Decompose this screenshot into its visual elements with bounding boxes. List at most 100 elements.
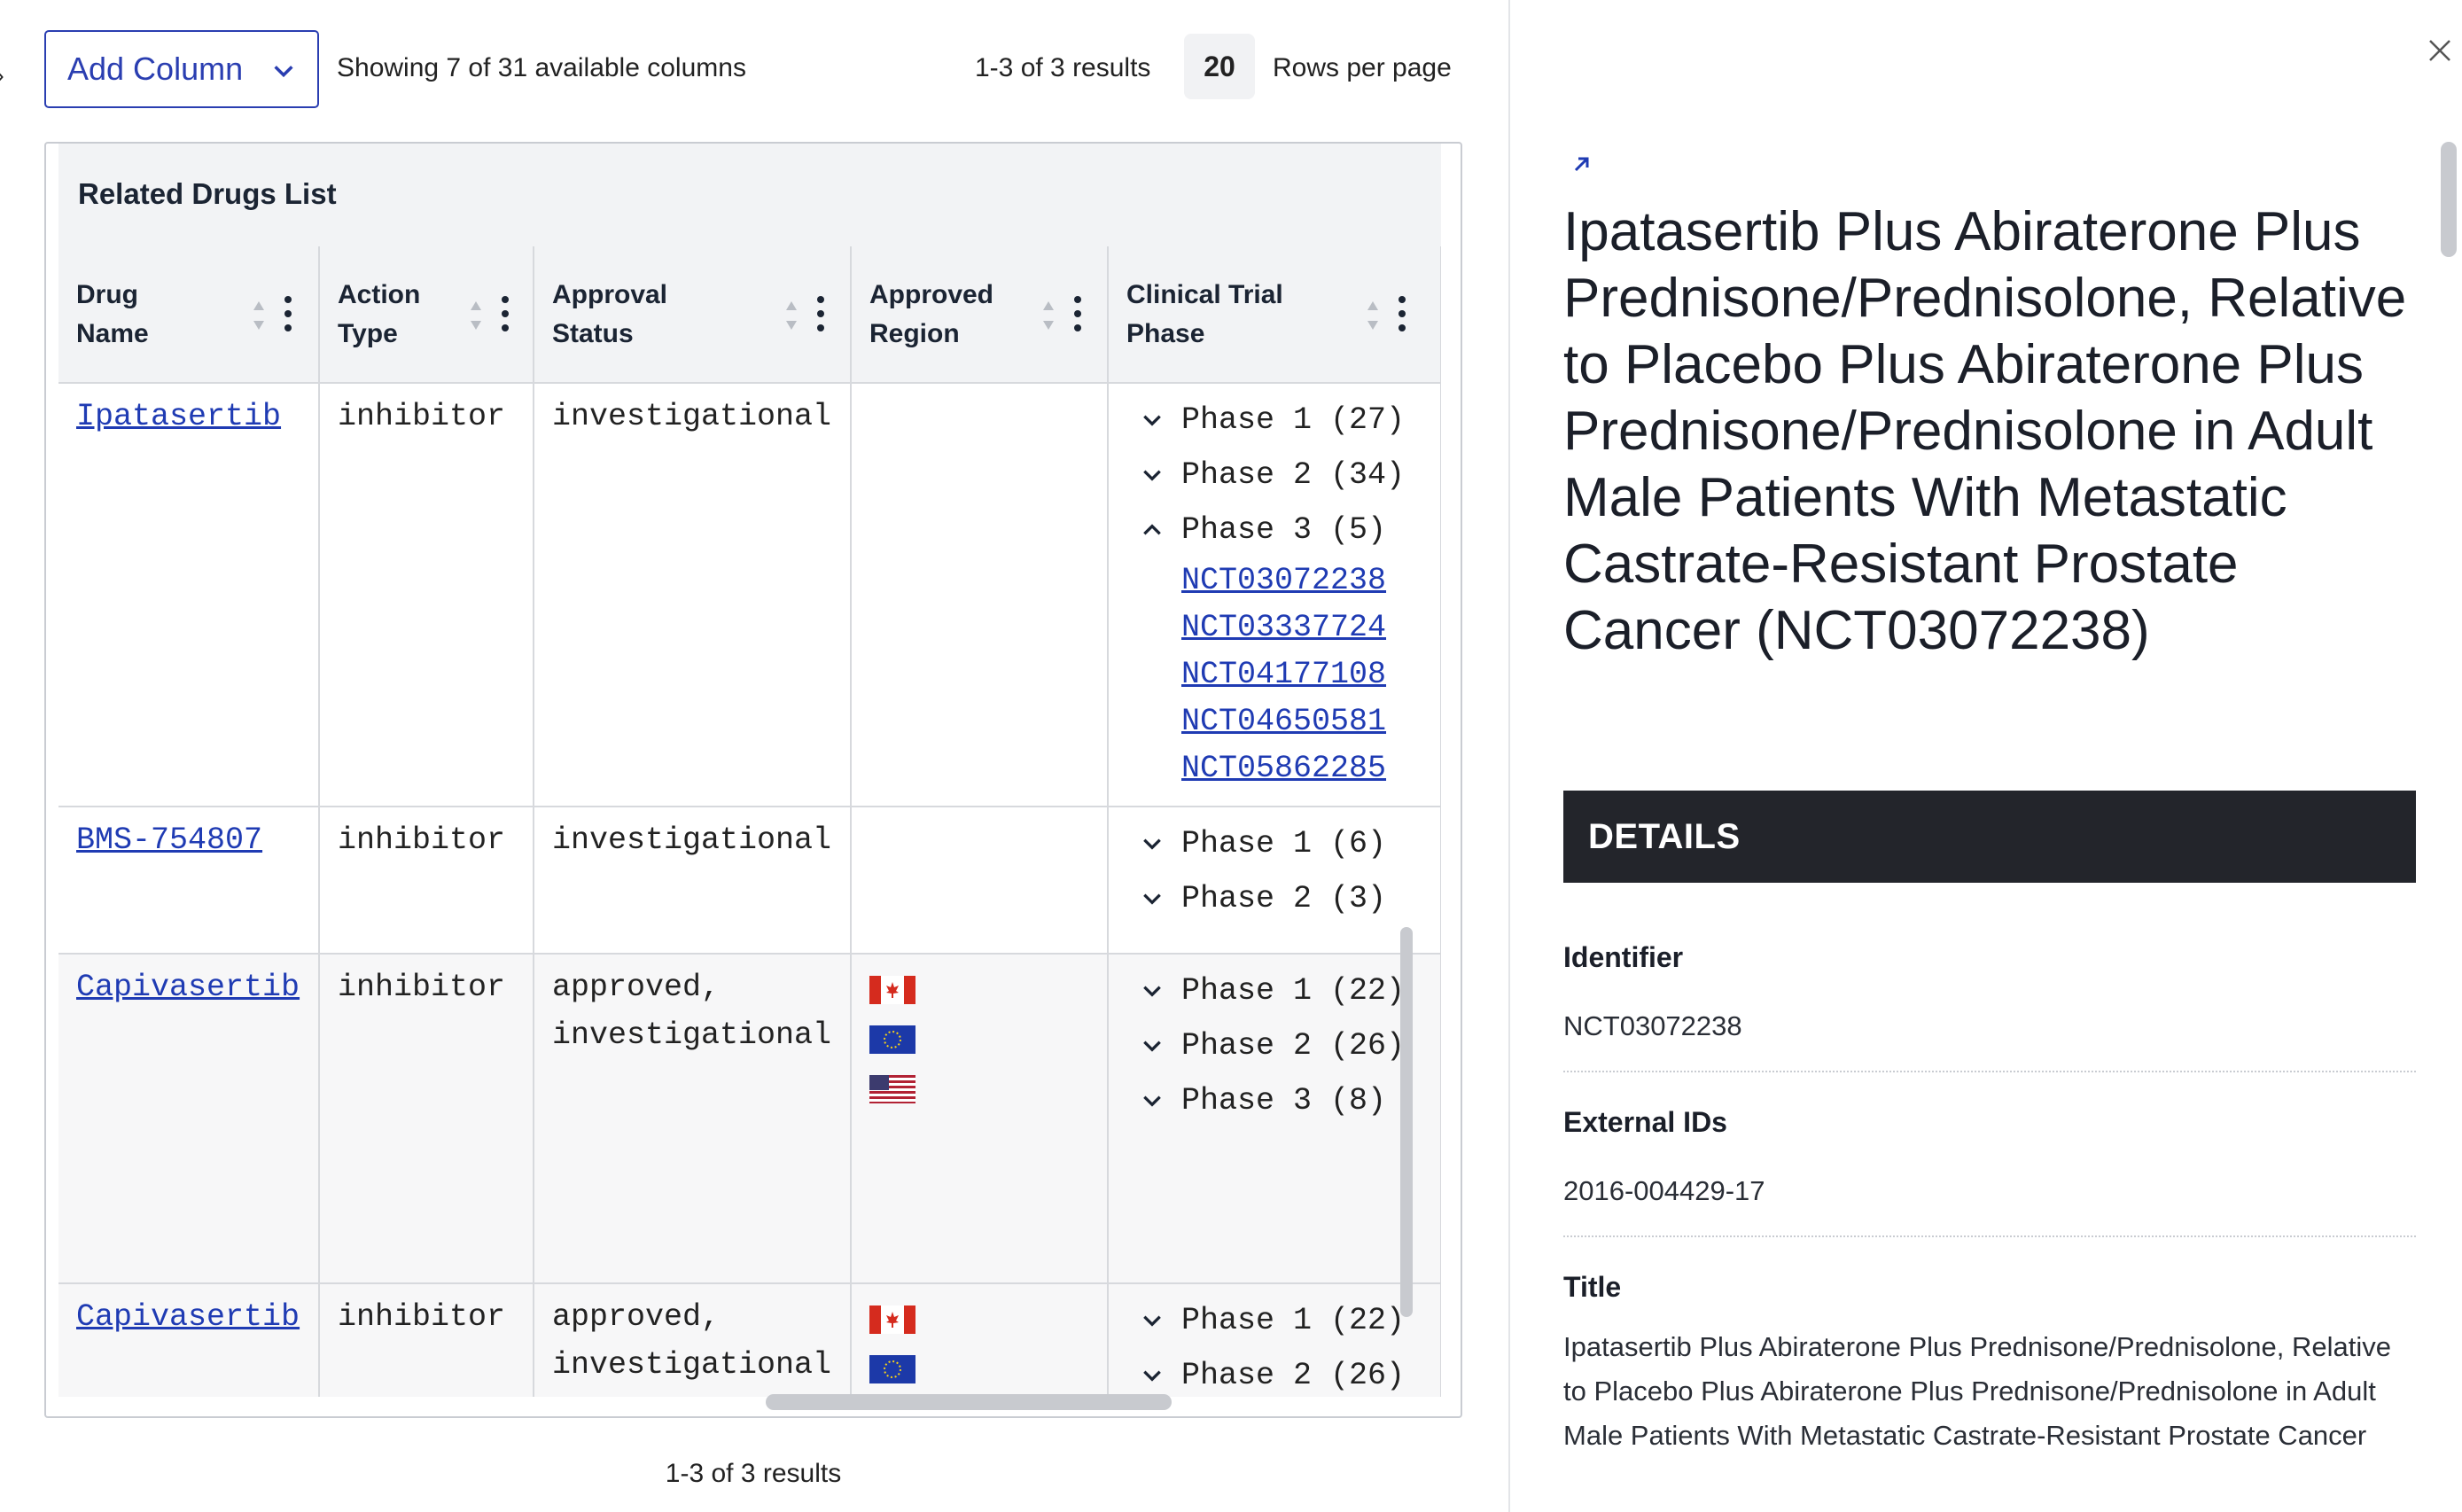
trial-detail-panel [1510, 0, 2462, 1512]
chevron-down-icon [1143, 1040, 1161, 1052]
action-type-cell: inhibitor [319, 383, 534, 807]
chevron-up-icon [1143, 524, 1161, 535]
approved-region-cell [851, 1283, 1109, 1397]
action-type-cell: inhibitor [319, 1283, 534, 1397]
phase-toggle[interactable]: Phase 1 (27) [1126, 393, 1440, 448]
field-divider [1563, 1235, 2416, 1237]
field-divider [1563, 1071, 2416, 1072]
header-label: Drug [76, 279, 138, 309]
drugs-table-container: Related Drugs List Drug Name Action [44, 142, 1462, 1418]
field-value: 2016-004429-17 [1563, 1175, 1765, 1206]
sort-icon[interactable] [784, 298, 799, 333]
phase-label: Phase 2 (3) [1181, 881, 1387, 916]
chevron-down-icon [1143, 838, 1161, 850]
add-column-button[interactable]: Add Column [44, 30, 319, 108]
nct-link[interactable]: NCT05862285 [1181, 751, 1387, 786]
table-row: Capivasertib inhibitor approved, investi… [58, 954, 1441, 1284]
header-label: Clinical Trial [1126, 279, 1283, 309]
column-menu-icon[interactable] [1073, 294, 1082, 333]
column-menu-icon[interactable] [816, 294, 825, 333]
phase-label: Phase 3 (5) [1181, 512, 1387, 548]
phase-toggle[interactable]: Phase 1 (6) [1126, 816, 1440, 871]
approval-status-text: investigational [552, 1017, 832, 1053]
phase-toggle[interactable]: Phase 1 (22) [1126, 963, 1440, 1018]
phase-label: Phase 1 (22) [1181, 973, 1406, 1009]
header-label: Approval [552, 279, 668, 309]
column-menu-icon[interactable] [501, 294, 510, 333]
drug-name-cell: Capivasertib [58, 954, 320, 1284]
table-row: BMS-754807 inhibitor investigational Pha… [58, 807, 1441, 955]
approval-status-cell: investigational [534, 807, 852, 955]
phase-toggle[interactable]: Phase 2 (26) [1126, 1018, 1440, 1073]
drug-name-cell: Capivasertib [58, 1283, 320, 1397]
clinical-trial-phase-cell: Phase 1 (6) Phase 2 (3) [1108, 807, 1441, 955]
approval-status-cell: approved, investigational [534, 954, 852, 1284]
action-type-cell: inhibitor [319, 954, 534, 1284]
us-flag-icon [869, 1075, 915, 1103]
rows-per-page-select[interactable]: 20 [1184, 34, 1255, 99]
chevron-down-icon [1143, 415, 1161, 426]
clinical-trial-phase-cell: Phase 1 (22) Phase 2 (26) Phase 3 (8) [1108, 954, 1441, 1284]
external-ids-field: External IDs 2016-004429-17 [1563, 1106, 2416, 1213]
eu-flag-icon [869, 1025, 915, 1054]
phase-label: Phase 2 (26) [1181, 1358, 1406, 1393]
phase-toggle[interactable]: Phase 2 (34) [1126, 448, 1440, 503]
approved-region-cell [851, 383, 1109, 807]
collapse-caret-icon[interactable]: › [0, 62, 4, 90]
drug-link[interactable]: BMS-754807 [76, 822, 263, 858]
header-approval-status[interactable]: Approval Status [534, 246, 852, 384]
table-row: Ipatasertib inhibitor investigational Ph… [58, 383, 1441, 807]
phase-toggle[interactable]: Phase 3 (8) [1126, 1073, 1440, 1128]
drugs-table: Drug Name Action Type Approval [58, 246, 1441, 1397]
column-menu-icon[interactable] [284, 294, 292, 333]
rows-per-page-label: Rows per page [1273, 53, 1452, 82]
columns-count-text: Showing 7 of 31 available columns [337, 53, 746, 82]
pane-divider [1508, 0, 1510, 1512]
phase-toggle[interactable]: Phase 2 (26) [1126, 1348, 1440, 1397]
sort-icon[interactable] [1366, 298, 1380, 333]
approval-status-text: approved, [552, 970, 721, 1005]
phase-toggle[interactable]: Phase 2 (3) [1126, 871, 1440, 926]
approval-status-text: investigational [552, 1347, 832, 1383]
trial-title: Ipatasertib Plus Abiraterone Plus Predni… [1563, 201, 2407, 661]
nct-link[interactable]: NCT03337724 [1181, 610, 1387, 645]
drug-link[interactable]: Capivasertib [76, 1299, 300, 1335]
header-action-type[interactable]: Action Type [319, 246, 534, 384]
detail-scrollbar[interactable] [2441, 142, 2457, 257]
drugs-table-scroll-area[interactable]: Drug Name Action Type Approval [58, 246, 1441, 1397]
close-icon[interactable] [2427, 37, 2453, 64]
phase-label: Phase 3 (8) [1181, 1083, 1387, 1118]
chevron-down-icon [1143, 1315, 1161, 1327]
chevron-down-icon [1143, 986, 1161, 997]
nct-link[interactable]: NCT03072238 [1181, 563, 1387, 598]
canada-flag-icon [869, 1305, 915, 1334]
chevron-down-icon [1143, 1370, 1161, 1382]
header-label: Status [552, 318, 634, 348]
table-vertical-scrollbar[interactable] [1400, 927, 1413, 1317]
table-horizontal-scrollbar[interactable] [766, 1394, 1172, 1410]
clinical-trial-phase-cell: Phase 1 (27) Phase 2 (34) Phase 3 (5) NC… [1108, 383, 1441, 807]
approval-status-cell: approved, investigational [534, 1283, 852, 1397]
nct-link[interactable]: NCT04177108 [1181, 657, 1387, 692]
header-drug-name[interactable]: Drug Name [58, 246, 320, 384]
phase-toggle[interactable]: Phase 1 (22) [1126, 1293, 1440, 1348]
chevron-down-icon [1143, 893, 1161, 905]
action-type-cell: inhibitor [319, 807, 534, 955]
header-approved-region[interactable]: Approved Region [851, 246, 1109, 384]
phase-toggle[interactable]: Phase 3 (5) [1126, 503, 1440, 557]
sort-icon[interactable] [469, 298, 483, 333]
header-label: Name [76, 318, 149, 348]
approved-region-cell [851, 807, 1109, 955]
approved-region-cell [851, 954, 1109, 1284]
column-menu-icon[interactable] [1398, 294, 1406, 333]
nct-link[interactable]: NCT04650581 [1181, 704, 1387, 739]
header-clinical-trial-phase[interactable]: Clinical Trial Phase [1108, 246, 1441, 384]
sort-icon[interactable] [252, 298, 266, 333]
drug-link[interactable]: Ipatasertib [76, 399, 282, 434]
drug-link[interactable]: Capivasertib [76, 970, 300, 1005]
external-link-icon[interactable] [1570, 152, 1593, 175]
title-field: Title Ipatasertib Plus Abiraterone Plus … [1563, 1271, 2416, 1458]
sort-icon[interactable] [1041, 298, 1056, 333]
header-label: Approved [869, 279, 994, 309]
header-label: Type [338, 318, 398, 348]
